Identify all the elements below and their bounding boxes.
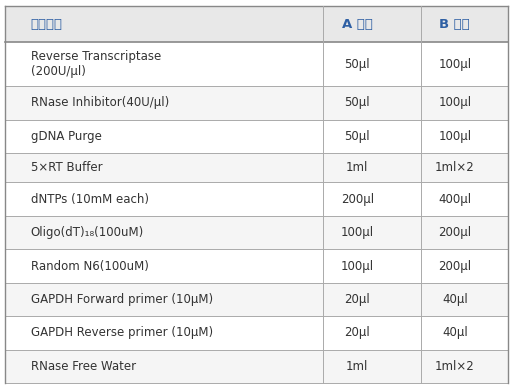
Text: 5×RT Buffer: 5×RT Buffer [31, 161, 102, 174]
Text: 100μl: 100μl [341, 226, 374, 239]
Text: 50μl: 50μl [345, 58, 370, 71]
Text: dNTPs (10mM each): dNTPs (10mM each) [31, 193, 149, 206]
Text: B 包装: B 包装 [440, 18, 470, 31]
Text: 100μl: 100μl [438, 58, 471, 71]
Text: 100μl: 100μl [438, 96, 471, 109]
Text: 20μl: 20μl [344, 293, 370, 306]
Text: 50μl: 50μl [345, 130, 370, 143]
Text: 1ml: 1ml [346, 161, 368, 174]
FancyBboxPatch shape [5, 6, 508, 42]
Text: RNase Free Water: RNase Free Water [31, 360, 136, 373]
FancyBboxPatch shape [5, 42, 508, 86]
FancyBboxPatch shape [5, 182, 508, 216]
Text: 20μl: 20μl [344, 326, 370, 340]
Text: GAPDH Forward primer (10μM): GAPDH Forward primer (10μM) [31, 293, 213, 306]
Text: RNase Inhibitor(40U/μl): RNase Inhibitor(40U/μl) [31, 96, 169, 109]
Text: 200μl: 200μl [341, 193, 374, 206]
Text: 100μl: 100μl [341, 259, 374, 273]
Text: A 包装: A 包装 [342, 18, 373, 31]
FancyBboxPatch shape [5, 350, 508, 383]
FancyBboxPatch shape [5, 216, 508, 249]
Text: 40μl: 40μl [442, 326, 468, 340]
Text: GAPDH Reverse primer (10μM): GAPDH Reverse primer (10μM) [31, 326, 213, 340]
Text: 1ml: 1ml [346, 360, 368, 373]
Text: 产品组成: 产品组成 [31, 18, 63, 31]
Text: Reverse Transcriptase
(200U/μl): Reverse Transcriptase (200U/μl) [31, 50, 161, 78]
Text: 1ml×2: 1ml×2 [435, 161, 475, 174]
Text: gDNA Purge: gDNA Purge [31, 130, 102, 143]
Text: 40μl: 40μl [442, 293, 468, 306]
FancyBboxPatch shape [5, 153, 508, 182]
FancyBboxPatch shape [5, 249, 508, 283]
FancyBboxPatch shape [5, 119, 508, 153]
Text: 200μl: 200μl [438, 226, 471, 239]
FancyBboxPatch shape [5, 316, 508, 350]
Text: 1ml×2: 1ml×2 [435, 360, 475, 373]
FancyBboxPatch shape [5, 283, 508, 316]
Text: 100μl: 100μl [438, 130, 471, 143]
Text: Oligo(dT)₁₈(100uM): Oligo(dT)₁₈(100uM) [31, 226, 144, 239]
FancyBboxPatch shape [5, 86, 508, 119]
Text: Random N6(100uM): Random N6(100uM) [31, 259, 148, 273]
Text: 200μl: 200μl [438, 259, 471, 273]
Text: 50μl: 50μl [345, 96, 370, 109]
Text: 400μl: 400μl [438, 193, 471, 206]
